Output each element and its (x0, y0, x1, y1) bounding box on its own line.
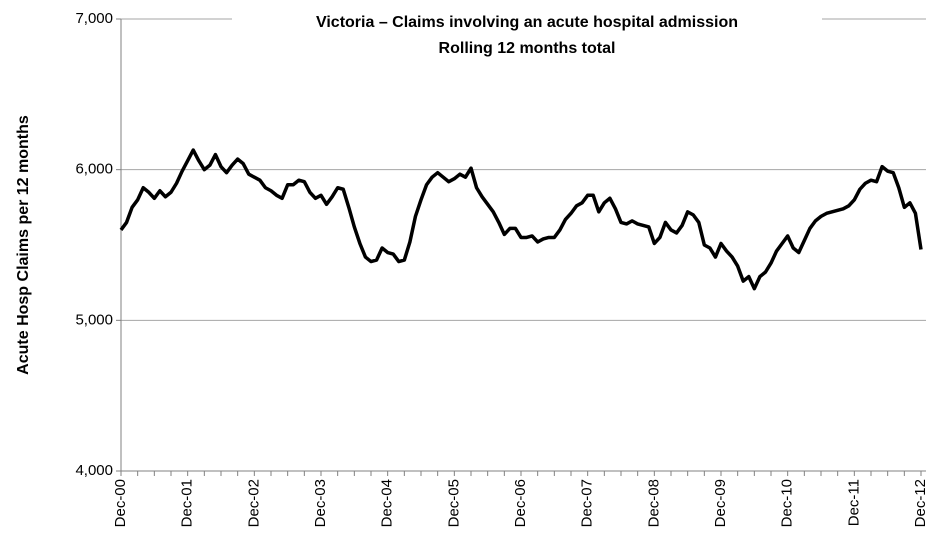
data-line (119, 148, 923, 291)
chart-subtitle: Rolling 12 months total (439, 40, 616, 57)
x-tick-label: Dec-04 (379, 479, 396, 527)
y-tick-label: 5,000 (75, 311, 113, 328)
x-tick-label: Dec-12 (912, 479, 926, 527)
x-tick-label: Dec-07 (579, 479, 596, 527)
x-tick-label: Dec-02 (245, 479, 262, 527)
x-tick-label: Dec-06 (512, 479, 529, 527)
x-tick-label: Dec-00 (112, 479, 129, 527)
chart-title: Victoria – Claims involving an acute hos… (316, 14, 738, 31)
x-tick-label: Dec-10 (779, 479, 796, 527)
x-tick-label: Dec-05 (445, 479, 462, 527)
y-tick-label: 6,000 (75, 161, 113, 178)
y-tick-label: 7,000 (75, 10, 113, 27)
y-axis-label: Acute Hosp Claims per 12 months (15, 115, 32, 375)
x-tick-label: Dec-11 (845, 479, 862, 526)
title-background (232, 6, 822, 66)
x-tick-label: Dec-09 (712, 479, 729, 527)
x-tick-label: Dec-08 (645, 479, 662, 527)
x-tick-label: Dec-03 (312, 479, 329, 527)
x-tick-label: Dec-01 (179, 479, 196, 527)
y-tick-label: 4,000 (75, 462, 113, 479)
